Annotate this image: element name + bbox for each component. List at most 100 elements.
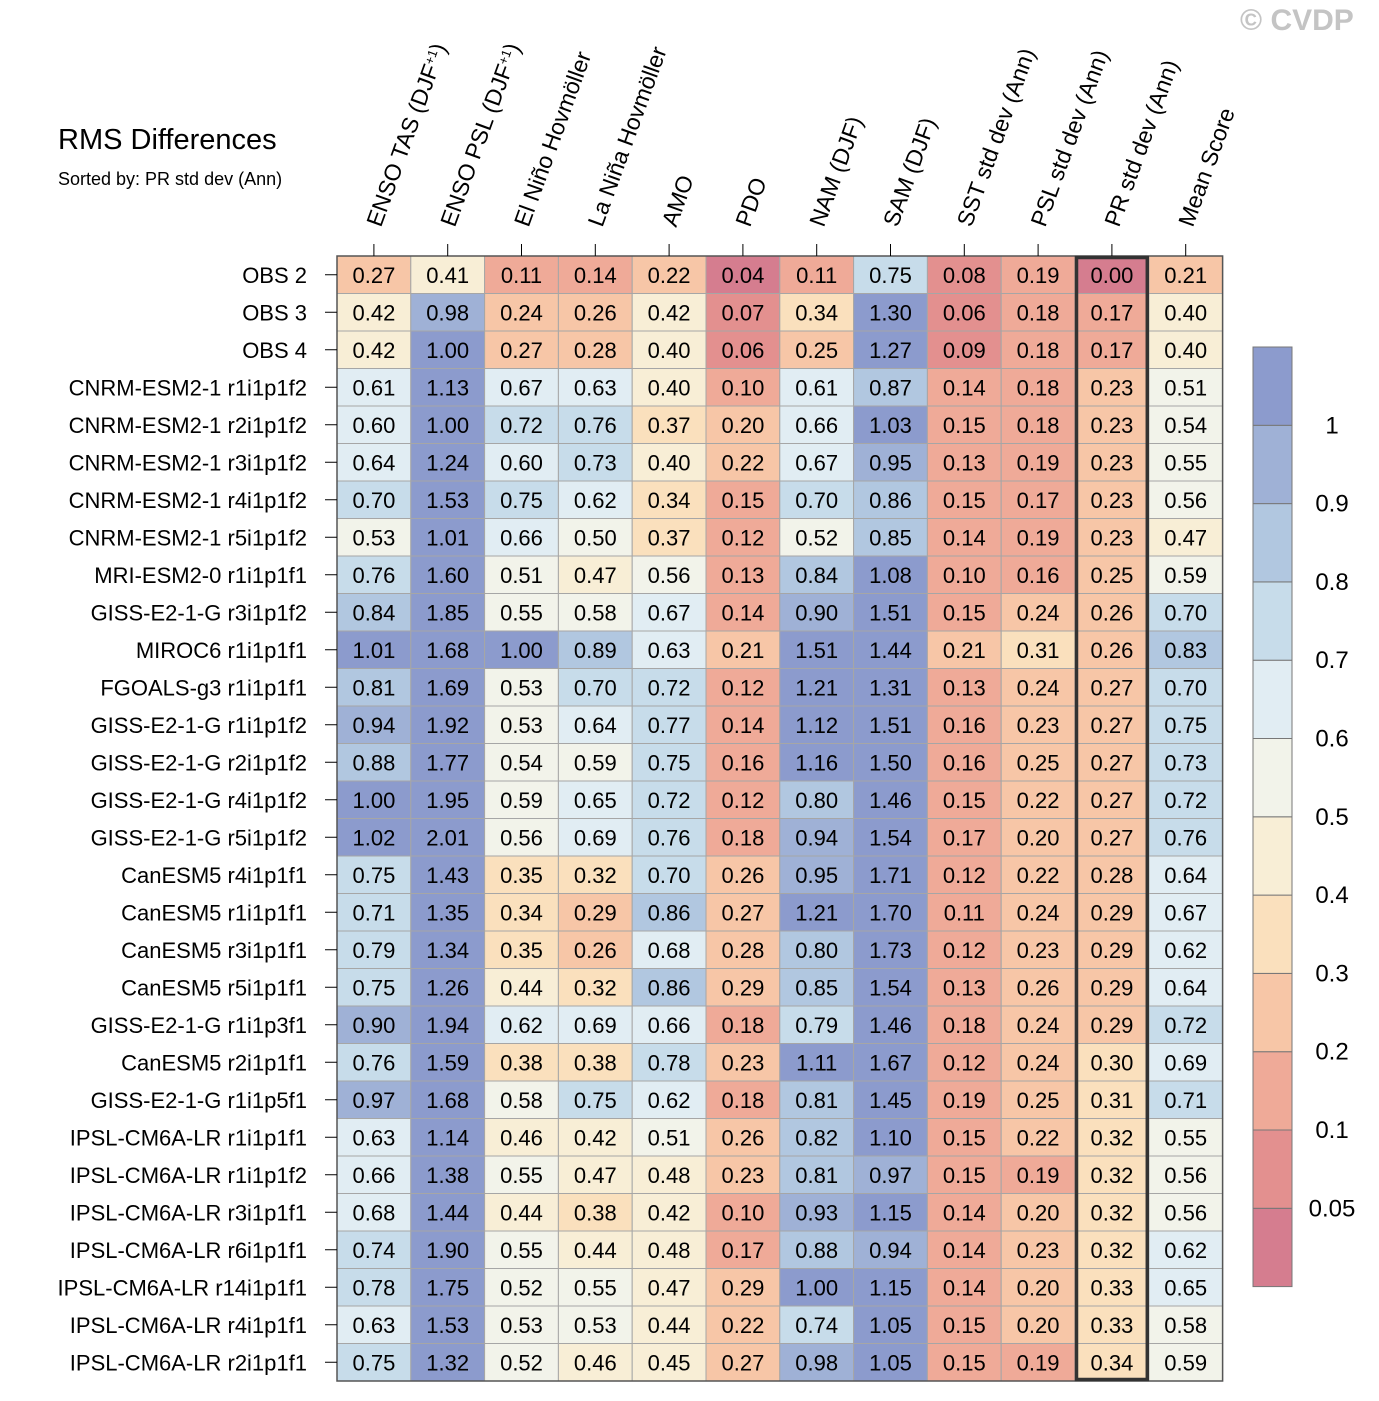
cell-value-label: 0.29 — [721, 975, 764, 1000]
cell-value-label: 1.14 — [426, 1125, 469, 1150]
colorbar-tick-label: 0.6 — [1315, 726, 1348, 753]
cell-value-label: 0.63 — [352, 1313, 395, 1338]
cell-value-label: 0.24 — [1017, 675, 1060, 700]
cell-value-label: 0.11 — [501, 263, 542, 288]
cell-value-label: 0.23 — [1017, 713, 1060, 738]
cell-value-label: 0.19 — [1017, 1350, 1060, 1375]
heatmap-cell — [557, 855, 633, 894]
heatmap-cell — [557, 443, 633, 482]
column-label: ENSO TAS (DJF+1) — [361, 40, 451, 230]
heatmap-cell — [484, 780, 559, 819]
colorbar-segment — [1252, 816, 1293, 896]
heatmap-cell — [410, 1043, 486, 1082]
cell-value-label: 0.90 — [795, 600, 838, 625]
heatmap-cell — [779, 368, 855, 407]
heatmap-cell — [1000, 855, 1076, 894]
cell-value-label: 0.24 — [500, 300, 543, 325]
cell-value-label: 0.16 — [943, 713, 986, 738]
heatmap-cell — [705, 893, 781, 932]
cell-value-label: 0.20 — [1017, 825, 1060, 850]
column-label: PR std dev (Ann) — [1099, 56, 1183, 229]
heatmap-cell — [1074, 855, 1150, 894]
heatmap-cell — [1148, 480, 1224, 519]
cell-value-label: 0.29 — [1090, 975, 1133, 1000]
heatmap-cell — [1000, 743, 1076, 782]
chart-title: RMS Differences — [58, 124, 277, 156]
cell-value-label: 0.64 — [574, 713, 617, 738]
cell-value-label: 0.75 — [1164, 713, 1207, 738]
cell-value-label: 0.70 — [1164, 675, 1207, 700]
cell-value-label: 1.71 — [869, 863, 912, 888]
heatmap-cell — [1000, 1268, 1076, 1307]
cell-value-label: 0.11 — [944, 900, 985, 925]
cell-value-label: 1.50 — [869, 750, 912, 775]
cell-value-label: 0.44 — [574, 1238, 617, 1263]
cell-value-label: 0.75 — [352, 863, 395, 888]
heatmap-cell — [1000, 443, 1076, 482]
cell-value-label: 0.66 — [352, 1163, 395, 1188]
cell-value-label: 0.14 — [943, 1200, 986, 1225]
cell-value-label: 0.44 — [648, 1313, 691, 1338]
cell-value-label: 0.40 — [648, 375, 691, 400]
heatmap-cell — [1148, 893, 1224, 932]
cell-value-label: 0.16 — [721, 750, 764, 775]
cell-value-label: 0.23 — [1017, 1238, 1060, 1263]
cell-value-label: 0.68 — [352, 1200, 395, 1225]
cell-value-label: 0.72 — [1164, 1013, 1207, 1038]
chart-subtitle: Sorted by: PR std dev (Ann) — [58, 169, 283, 189]
cell-value-label: 0.31 — [1090, 1088, 1133, 1113]
heatmap-cell — [779, 1193, 855, 1232]
cell-value-label: 0.53 — [352, 525, 395, 550]
cell-value-label: 0.61 — [352, 375, 395, 400]
heatmap-cell — [557, 330, 633, 369]
heatmap-cell — [926, 930, 1002, 969]
cell-value-label: 0.59 — [500, 788, 543, 813]
cell-value-label: 0.32 — [1090, 1238, 1133, 1263]
heatmap-cell — [926, 1155, 1002, 1194]
cell-value-label: 0.27 — [721, 1350, 764, 1375]
cell-value-label: 0.10 — [721, 375, 764, 400]
cell-value-label: 0.78 — [648, 1050, 691, 1075]
cell-value-label: 0.51 — [648, 1125, 691, 1150]
cell-value-label: 0.12 — [721, 675, 764, 700]
heatmap-cell — [853, 1268, 928, 1307]
cell-value-label: 1.54 — [869, 975, 912, 1000]
cell-value-label: 0.75 — [352, 1350, 395, 1375]
heatmap-cell — [1074, 405, 1150, 444]
heatmap-cell — [336, 555, 412, 594]
heatmap-cell — [484, 1118, 559, 1157]
cell-value-label: 0.61 — [795, 375, 838, 400]
column-label-text: NAM (DJF) — [804, 113, 868, 230]
cell-value-label: 0.76 — [574, 413, 617, 438]
heatmap-cell — [557, 405, 633, 444]
heatmap-cell — [336, 855, 412, 894]
cell-value-label: 1.05 — [869, 1313, 912, 1338]
heatmap-cell — [705, 855, 781, 894]
cell-value-label: 0.20 — [1017, 1200, 1060, 1225]
cell-value-label: 0.26 — [1090, 638, 1133, 663]
cell-value-label: 0.62 — [1164, 1238, 1207, 1263]
cell-value-label: 1.73 — [869, 938, 912, 963]
row-label: CNRM-ESM2-1 r2i1p1f2 — [69, 413, 307, 438]
cell-value-label: 0.23 — [1017, 938, 1060, 963]
cell-value-label: 0.32 — [574, 863, 617, 888]
cell-value-label: 0.13 — [943, 675, 986, 700]
cell-value-label: 0.88 — [352, 750, 395, 775]
cell-value-label: 1.10 — [869, 1125, 912, 1150]
heatmap-cell — [631, 443, 707, 482]
cell-value-label: 0.87 — [869, 375, 912, 400]
cell-value-label: 0.42 — [648, 300, 691, 325]
cell-value-label: 1.67 — [869, 1050, 912, 1075]
cell-value-label: 0.48 — [648, 1238, 691, 1263]
cell-value-label: 0.67 — [500, 375, 543, 400]
cell-value-label: 0.37 — [648, 525, 691, 550]
heatmap-cell — [779, 593, 855, 632]
row-label: CNRM-ESM2-1 r4i1p1f2 — [69, 488, 307, 513]
heatmap-cell — [631, 1268, 707, 1307]
cell-value-label: 0.31 — [1017, 638, 1060, 663]
cell-value-label: 0.16 — [1017, 563, 1060, 588]
cell-value-label: 0.68 — [648, 938, 691, 963]
row-label: CNRM-ESM2-1 r1i1p1f2 — [69, 375, 307, 400]
heatmap-cell — [631, 1230, 707, 1269]
heatmap-cell — [336, 930, 412, 969]
